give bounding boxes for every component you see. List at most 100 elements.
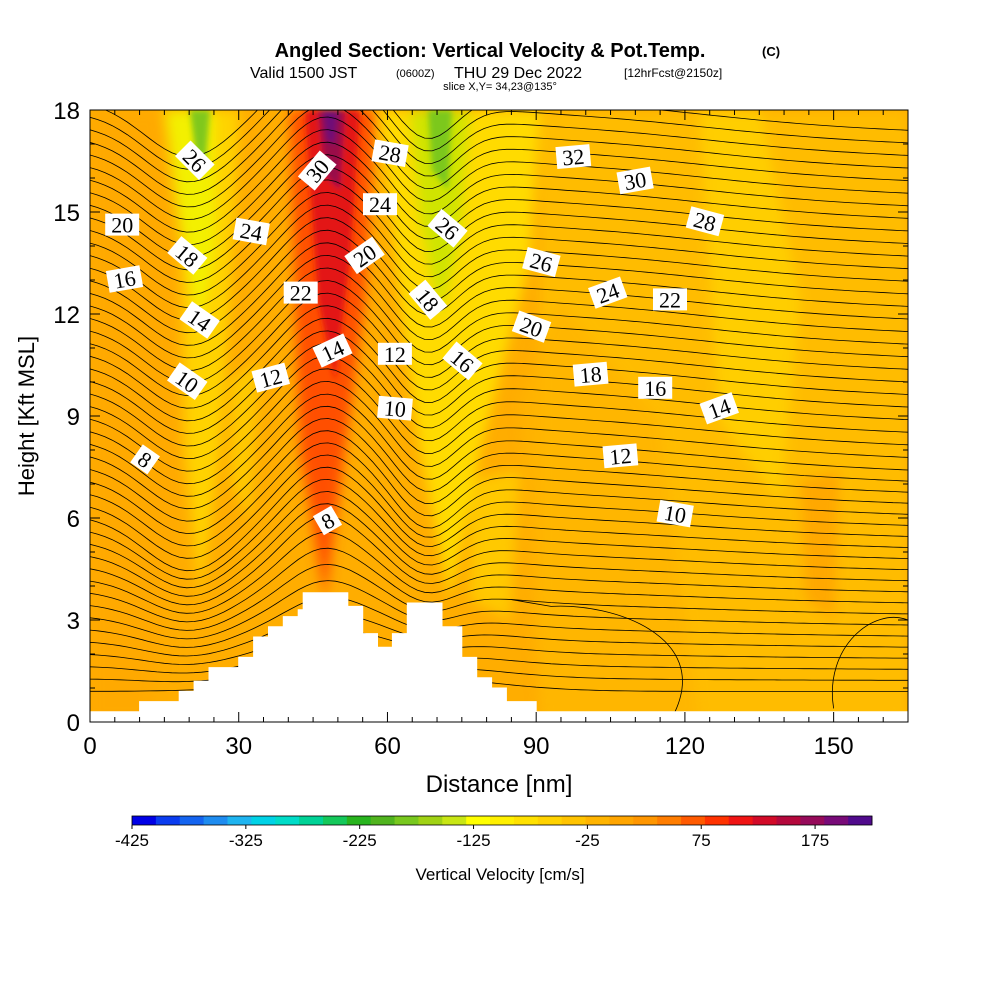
isentrope-line <box>90 418 908 522</box>
isentrope-line <box>90 355 908 460</box>
colorbar: -425 -325 -225 -125 -25 75 175 <box>115 815 873 850</box>
contour-label: 18 <box>572 361 609 388</box>
colorbar-tick-label: -125 <box>457 831 491 850</box>
isentrope-line <box>90 179 908 283</box>
y-axis-label: Height [Kft MSL] <box>14 336 39 496</box>
colorbar-swatch <box>752 816 777 825</box>
contour-label: 10 <box>377 395 413 422</box>
contour-label-text: 12 <box>384 342 406 367</box>
contour-label: 20 <box>105 213 140 238</box>
contour-label: 20 <box>511 310 552 343</box>
isentrope-line <box>90 343 908 447</box>
y-tick-label: 3 <box>67 608 80 635</box>
valid-date: THU 29 Dec 2022 <box>454 65 582 82</box>
contour-label: 12 <box>602 443 639 470</box>
isentrope-line <box>90 491 908 589</box>
slice-info: slice X,Y= 34,23@135° <box>443 81 557 93</box>
contour-label-text: 24 <box>369 192 391 217</box>
contour-label: 10 <box>167 362 208 400</box>
isentrope-line <box>90 129 908 233</box>
isentrope-line <box>90 141 908 246</box>
isentrope-line <box>90 405 908 510</box>
isentrope-line <box>90 317 908 422</box>
colorbar-swatch <box>609 816 634 825</box>
x-tick-label: 0 <box>83 733 96 760</box>
colorbar-tick-label: -325 <box>229 831 263 850</box>
isentrope-line <box>90 242 908 346</box>
contour-label-text: 30 <box>622 167 648 195</box>
isentrope-line <box>90 466 908 572</box>
contour-label: 8 <box>130 444 160 475</box>
contour-label-text: 24 <box>238 218 264 246</box>
colorbar-swatch <box>633 816 658 825</box>
colorbar-swatch <box>681 816 706 825</box>
isentrope-line <box>90 192 908 296</box>
y-tick-label: 18 <box>53 98 80 125</box>
isentrope-line <box>511 599 683 712</box>
colorbar-swatch <box>155 816 181 825</box>
colorbar-swatch <box>132 816 157 825</box>
colorbar-label: Vertical Velocity [cm/s] <box>415 865 584 884</box>
terrain-profile <box>90 592 908 722</box>
isentrope-line <box>90 204 908 309</box>
colorbar-swatch <box>227 816 252 825</box>
y-tick-label: 15 <box>53 200 80 227</box>
contour-labels: 2620181614108241222302014828241210261816… <box>105 139 739 536</box>
isentrope-line <box>90 267 908 371</box>
contour-label: 26 <box>522 247 561 277</box>
isentrope-line <box>90 229 908 334</box>
velocity-field: 2620181614108241222302014828241210261816… <box>90 110 908 722</box>
isentrope-line <box>90 110 908 195</box>
colorbar-swatch <box>800 816 825 825</box>
forecast-run: [12hrFcst@2150z] <box>624 66 722 80</box>
y-tick-label: 0 <box>67 710 80 737</box>
x-tick-label: 150 <box>814 733 854 760</box>
isentrope-line <box>90 217 908 321</box>
colorbar-swatch <box>537 816 563 825</box>
x-tick-label: 90 <box>523 733 550 760</box>
isentrope-line <box>90 305 908 409</box>
colorbar-swatch <box>561 816 586 825</box>
isentrope-line <box>90 393 908 497</box>
y-tick-label: 9 <box>67 404 80 431</box>
contour-label-text: 10 <box>662 500 688 528</box>
contour-label: 24 <box>363 192 397 217</box>
x-tick-label: 120 <box>665 733 705 760</box>
isentrope-line <box>90 563 908 631</box>
contour-label: 14 <box>699 392 739 425</box>
isentrope-line <box>90 503 908 597</box>
valid-prefix: Valid 1500 JST <box>250 65 358 82</box>
isentrope-line <box>90 628 908 665</box>
colorbar-swatch <box>776 816 801 825</box>
isentrope-line <box>90 110 908 208</box>
isentrope-line <box>90 292 908 397</box>
isentrope-line <box>90 280 908 384</box>
title-units: (C) <box>762 44 780 59</box>
x-axis-label: Distance [nm] <box>426 771 573 798</box>
colorbar-swatch <box>466 816 491 825</box>
colorbar-swatch <box>442 816 467 825</box>
isentrope-line <box>90 330 908 434</box>
isentrope-line <box>90 116 908 220</box>
colorbar-swatch <box>728 816 754 825</box>
contour-label: 8 <box>312 505 343 536</box>
isentrope-line <box>90 430 908 534</box>
x-tick-label: 60 <box>374 733 401 760</box>
contour-label-text: 32 <box>561 144 585 171</box>
colorbar-tick-label: 175 <box>801 831 829 850</box>
colorbar-swatch <box>848 816 873 825</box>
y-tick-label: 12 <box>53 302 80 329</box>
isentrope-line <box>90 612 908 657</box>
colorbar-tick-label: -25 <box>575 831 600 850</box>
contour-label-text: 12 <box>608 443 632 470</box>
isentrope-line <box>90 110 908 183</box>
colorbar-swatch <box>657 816 682 825</box>
colorbar-swatch <box>346 816 372 825</box>
contour-label-text: 20 <box>111 213 133 238</box>
isentrope-line <box>90 478 908 580</box>
colorbar-tick-label: -225 <box>343 831 377 850</box>
colorbar-swatch <box>513 816 539 825</box>
contour-label: 24 <box>232 217 270 246</box>
contour-label-text: 22 <box>290 281 312 306</box>
